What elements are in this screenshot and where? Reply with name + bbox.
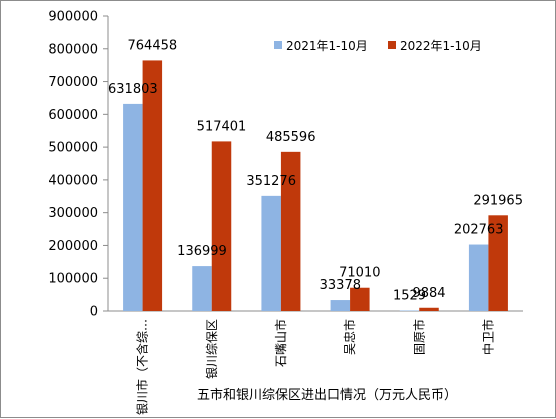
legend-swatch xyxy=(274,41,282,49)
x-category-label: 银川市（不含综… xyxy=(135,319,150,415)
y-tick-label: 900000 xyxy=(48,10,98,25)
y-axis-ticks: 0 100000 200000 300000 400000 500000 600000 700… xyxy=(48,10,108,320)
legend: 2021年1-10月 2022年1-10月 xyxy=(274,39,482,53)
x-category-label: 石嘴山市 xyxy=(273,319,288,367)
bar-2021-4 xyxy=(399,310,420,311)
data-label: 1529 xyxy=(393,288,426,303)
x-axis-category-labels: 银川市（不含综… 银川综保区 石嘴山市 吴忠市 固原市 中卫市 xyxy=(135,319,496,415)
data-label: 291965 xyxy=(473,193,523,208)
y-tick-label: 0 xyxy=(90,305,98,320)
y-tick-label: 600000 xyxy=(48,108,98,123)
x-category-label: 银川综保区 xyxy=(205,319,219,379)
y-tick-label: 400000 xyxy=(48,173,98,188)
bar-2022-1 xyxy=(211,141,232,311)
x-category-label: 固原市 xyxy=(411,319,426,355)
data-labels: 631803 764458 136999 517401 351276 485596 3337… xyxy=(108,38,523,303)
y-tick-label: 200000 xyxy=(48,239,98,254)
data-label: 71010 xyxy=(339,266,380,281)
y-tick-label: 100000 xyxy=(48,272,98,287)
y-tick-label: 700000 xyxy=(48,75,98,90)
data-label: 33378 xyxy=(320,278,361,293)
bar-2021-3 xyxy=(330,300,351,311)
data-label: 631803 xyxy=(108,82,158,97)
x-category-label: 中卫市 xyxy=(480,319,495,355)
bar-2022-2 xyxy=(280,151,301,311)
data-label: 9884 xyxy=(412,286,445,301)
data-label: 202763 xyxy=(454,223,504,238)
bar-2021-1 xyxy=(192,266,212,311)
legend-label: 2021年1-10月 xyxy=(286,39,368,53)
bars xyxy=(123,60,508,311)
data-label: 485596 xyxy=(266,130,316,145)
y-tick-label: 500000 xyxy=(48,141,98,156)
bar-2022-3 xyxy=(350,287,370,311)
bar-2022-4 xyxy=(419,307,439,311)
legend-swatch xyxy=(388,41,396,49)
data-label: 764458 xyxy=(128,38,178,53)
data-label: 136999 xyxy=(177,244,227,259)
axes xyxy=(107,16,523,312)
y-tick-label: 300000 xyxy=(48,206,98,221)
bar-2021-2 xyxy=(261,195,281,311)
y-tick-label: 800000 xyxy=(48,42,98,57)
data-label: 517401 xyxy=(197,119,247,134)
bar-2021-0 xyxy=(123,103,143,311)
legend-label: 2022年1-10月 xyxy=(400,39,482,53)
bar-2022-0 xyxy=(142,60,163,311)
chart-title: 五市和银川综保区进出口情况（万元人民币） xyxy=(197,387,457,403)
bar-2021-5 xyxy=(468,244,489,311)
data-label: 351276 xyxy=(246,174,296,189)
x-category-label: 吴忠市 xyxy=(342,319,357,355)
bar-2022-5 xyxy=(488,215,508,311)
